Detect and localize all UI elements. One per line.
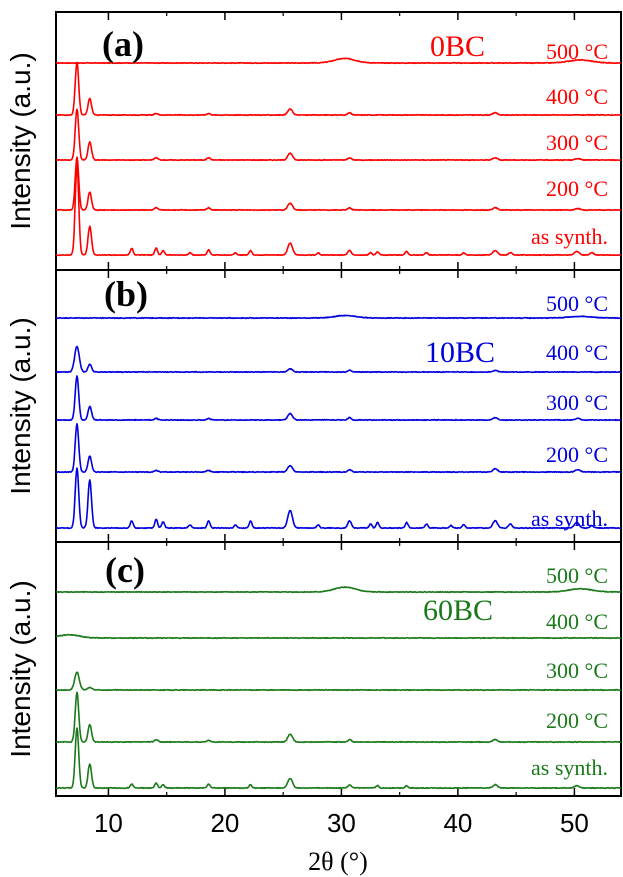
- x-tick-label: 50: [560, 808, 589, 838]
- sample-label: 10BC: [425, 336, 495, 369]
- panel-frame: [55, 541, 622, 797]
- panels: 500 °C 400 °C 300 °C 200 °C as synth. (a) 0BC I…: [5, 11, 622, 797]
- series-label: 200 °C: [546, 442, 608, 467]
- panel-b: 500 °C 400 °C 300 °C 200 °C as synth. (b) 10BC…: [5, 269, 622, 543]
- y-axis-title: Intensity (a.u.): [5, 580, 36, 757]
- series-label: 300 °C: [546, 130, 608, 155]
- series-label: 300 °C: [546, 658, 608, 683]
- panel-c: 500 °C 400 °C 300 °C 200 °C as synth. (c) 60BC…: [5, 541, 622, 797]
- x-tick-label: 10: [94, 808, 123, 838]
- series-label: 500 °C: [546, 39, 608, 64]
- series-label: as synth.: [531, 755, 608, 780]
- sample-label: 60BC: [423, 594, 493, 627]
- panel-label: (b): [104, 274, 148, 314]
- series-label: 500 °C: [546, 291, 608, 316]
- series-line: [55, 375, 622, 422]
- series-label: 300 °C: [546, 390, 608, 415]
- panel-a: 500 °C 400 °C 300 °C 200 °C as synth. (a) 0BC I…: [5, 11, 622, 271]
- series-line: [55, 467, 622, 530]
- series-label: as synth.: [531, 506, 608, 531]
- x-tick-label: 20: [210, 808, 239, 838]
- series-label: 200 °C: [546, 708, 608, 733]
- series-label: 400 °C: [546, 84, 608, 109]
- x-axis: 10 20 30 40 50: [94, 808, 589, 838]
- series-line: [55, 314, 622, 320]
- series-line: [55, 691, 622, 744]
- series-line: [55, 423, 622, 474]
- series-line: [55, 164, 622, 257]
- y-axis-title: Intensity (a.u.): [5, 317, 36, 494]
- series-line: [55, 57, 622, 65]
- series-label: 200 °C: [546, 176, 608, 201]
- series-label: 400 °C: [546, 609, 608, 634]
- y-axis-title: Intensity (a.u.): [5, 52, 36, 229]
- panel-label: (c): [105, 550, 145, 590]
- series-line: [55, 727, 622, 790]
- series-line: [55, 108, 622, 162]
- series-line: [55, 671, 622, 692]
- series-line: [55, 61, 622, 117]
- series-line: [55, 345, 622, 374]
- sample-label: 0BC: [430, 30, 485, 63]
- panel-label: (a): [102, 24, 144, 64]
- series-line: [55, 156, 622, 212]
- x-axis-title: 2θ (°): [308, 847, 368, 876]
- series-label: as synth.: [531, 224, 608, 249]
- series-line: [55, 586, 622, 594]
- series-label: 500 °C: [546, 563, 608, 588]
- x-tick-label: 30: [327, 808, 356, 838]
- x-tick-label: 40: [443, 808, 472, 838]
- series-line: [55, 633, 622, 640]
- series-label: 400 °C: [546, 340, 608, 365]
